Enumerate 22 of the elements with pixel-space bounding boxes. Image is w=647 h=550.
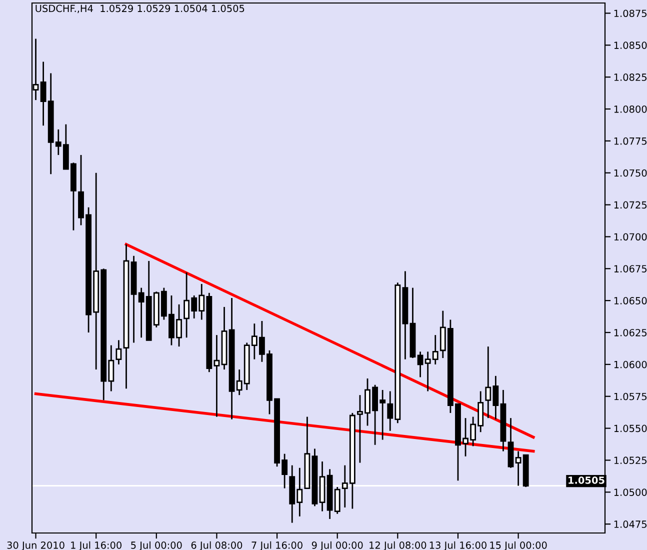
y-tick-label: 1.0700	[614, 233, 647, 241]
y-tick-label: 1.0750	[614, 169, 647, 177]
y-tick-label: 1.0650	[614, 297, 647, 304]
y-tick-label: 1.0475	[614, 520, 647, 528]
y-tick-label: 1.0550	[614, 424, 647, 432]
y-tick-label: 1.0725	[614, 201, 647, 209]
y-tick-label: 1.0800	[614, 105, 647, 113]
chart-title: USDCHF.,H4 1.0529 1.0529 1.0504 1.0505	[36, 4, 244, 14]
y-tick-label: 1.0775	[614, 137, 647, 145]
candlestick	[417, 350, 424, 378]
y-tick-label: 1.0825	[614, 74, 647, 81]
y-tick-label: 1.0500	[614, 488, 647, 496]
y-tick-label: 1.0625	[614, 328, 647, 336]
ref-line-label: 1.0505	[568, 476, 604, 484]
y-tick-label: 1.0875	[614, 10, 647, 18]
y-tick-label: 1.0525	[614, 456, 647, 464]
y-tick-label: 1.0575	[614, 392, 647, 400]
candlestick	[214, 334, 220, 418]
candlestick	[116, 339, 122, 366]
y-tick-label: 1.0850	[614, 42, 647, 49]
y-tick-label: 1.0600	[614, 360, 647, 368]
y-tick-label: 1.0675	[614, 265, 647, 272]
